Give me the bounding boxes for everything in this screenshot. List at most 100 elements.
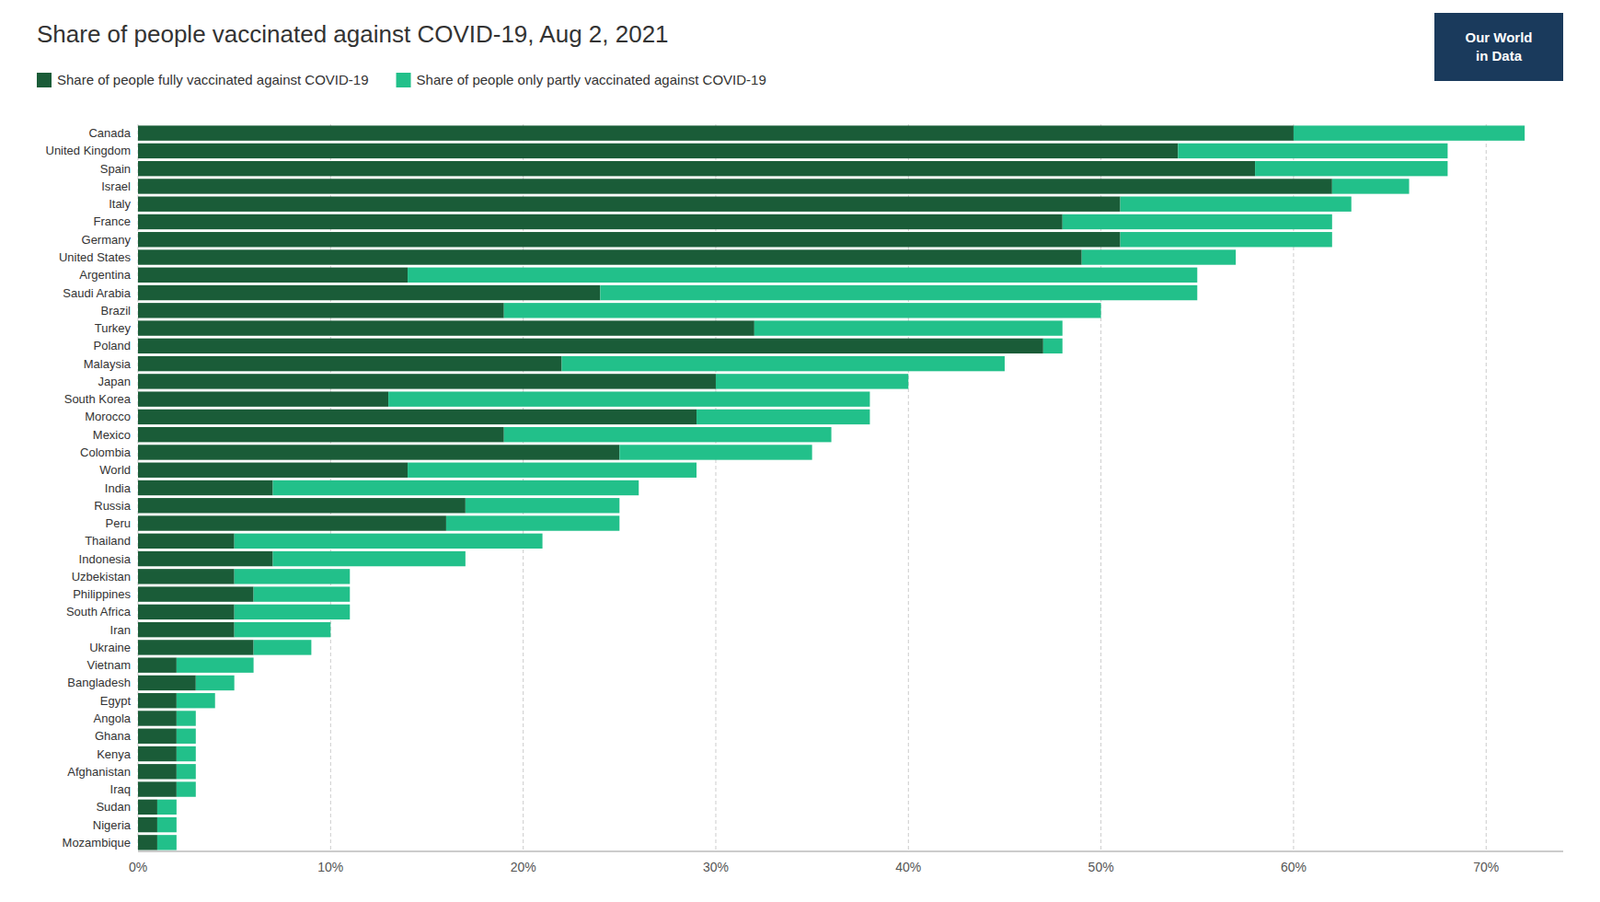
x-tick-label: 0% xyxy=(128,859,148,875)
bar xyxy=(1043,338,1063,354)
bar xyxy=(138,675,196,691)
annotation-box xyxy=(1434,12,1564,81)
bar xyxy=(138,656,177,672)
bar xyxy=(1332,178,1410,194)
bar xyxy=(234,568,351,584)
bar xyxy=(138,710,177,726)
x-tick-label: 70% xyxy=(1473,859,1499,875)
bar xyxy=(138,231,1121,247)
bar xyxy=(138,249,1083,265)
y-tick-label: Indonesia xyxy=(79,552,132,566)
bar xyxy=(138,409,697,425)
bar xyxy=(715,373,909,389)
bar xyxy=(138,462,408,478)
legend: Share of people fully vaccinated against… xyxy=(36,71,767,88)
bar xyxy=(157,834,177,850)
bar xyxy=(619,444,812,460)
y-tick-label: Angola xyxy=(93,711,132,726)
bar xyxy=(138,444,620,460)
bar xyxy=(253,586,351,601)
bar xyxy=(407,462,697,478)
bar xyxy=(176,763,196,779)
y-tick-label: Spain xyxy=(100,161,131,176)
bar xyxy=(234,533,543,549)
bar xyxy=(138,320,755,335)
y-tick-label: Vietnam xyxy=(87,657,131,672)
legend-label: Share of people only partly vaccinated a… xyxy=(416,71,767,88)
x-tick-label: 60% xyxy=(1280,859,1307,875)
y-tick-label: Mozambique xyxy=(62,835,131,850)
y-tick-label: Sudan xyxy=(95,799,131,814)
y-tick-label: South Africa xyxy=(66,604,132,619)
bar xyxy=(138,391,389,406)
bar xyxy=(138,639,254,655)
bar xyxy=(138,604,235,620)
annotation-line: in Data xyxy=(1475,47,1523,64)
y-tick-label: Ghana xyxy=(94,728,132,743)
bar xyxy=(138,178,1333,194)
bar xyxy=(138,267,408,283)
bar xyxy=(157,817,177,832)
y-tick-label: Argentina xyxy=(79,267,131,282)
bar xyxy=(138,161,1255,176)
bar xyxy=(138,568,235,584)
y-tick-label: Turkey xyxy=(94,321,132,335)
bar xyxy=(234,621,332,637)
bar xyxy=(138,551,274,566)
bar xyxy=(138,799,158,815)
y-tick-label: Peru xyxy=(105,516,131,530)
y-tick-label: Morocco xyxy=(84,409,131,424)
bar xyxy=(1293,125,1525,140)
bar xyxy=(138,143,1178,159)
bar xyxy=(176,746,196,761)
bar xyxy=(754,320,1063,335)
bar xyxy=(388,391,870,406)
legend-swatch xyxy=(396,72,412,88)
grid-line xyxy=(1485,124,1487,852)
title: Share of people vaccinated against COVID… xyxy=(36,20,669,48)
bar xyxy=(1062,214,1333,230)
legend-swatch xyxy=(36,72,52,88)
x-tick-label: 10% xyxy=(317,859,344,875)
bar xyxy=(138,763,177,779)
x-tick-label: 50% xyxy=(1088,859,1115,875)
y-tick-label: Israel xyxy=(101,179,131,194)
bar xyxy=(138,302,505,318)
bar xyxy=(138,746,177,761)
y-tick-label: South Korea xyxy=(64,391,132,406)
bar xyxy=(138,338,1044,354)
y-tick-label: Bangladesh xyxy=(67,675,131,690)
y-tick-label: Japan xyxy=(98,374,131,389)
y-tick-label: Poland xyxy=(93,338,131,353)
y-tick-label: Colombia xyxy=(80,445,132,460)
bar xyxy=(138,728,177,744)
bar xyxy=(599,285,1198,300)
y-tick-label: Canada xyxy=(88,126,131,140)
y-tick-label: Malaysia xyxy=(83,356,132,371)
x-tick-label: 40% xyxy=(895,859,921,875)
annotation: Our Worldin Data xyxy=(1434,12,1564,81)
bar xyxy=(1177,143,1448,159)
x-tick-label: 30% xyxy=(702,859,729,875)
bar xyxy=(138,834,158,850)
y-tick-label: World xyxy=(99,462,131,477)
bar xyxy=(253,639,312,655)
y-tick-label: Ukraine xyxy=(89,640,131,655)
bar xyxy=(176,692,216,708)
bar xyxy=(446,515,620,530)
y-tick-label: Iraq xyxy=(110,782,131,796)
bar xyxy=(195,675,235,691)
bar xyxy=(1120,231,1333,247)
bar xyxy=(138,125,1294,140)
y-tick-label: India xyxy=(104,481,132,495)
y-tick-label: Russia xyxy=(93,498,132,513)
y-tick-label: Germany xyxy=(81,232,132,247)
y-tick-label: Afghanistan xyxy=(67,764,131,779)
bar xyxy=(1254,161,1448,176)
bar xyxy=(562,356,1005,371)
y-tick-label: Saudi Arabia xyxy=(62,286,131,300)
y-tick-label: Italy xyxy=(108,196,131,211)
y-tick-label: Nigeria xyxy=(92,817,132,832)
bar xyxy=(138,285,600,300)
bar xyxy=(138,480,274,495)
